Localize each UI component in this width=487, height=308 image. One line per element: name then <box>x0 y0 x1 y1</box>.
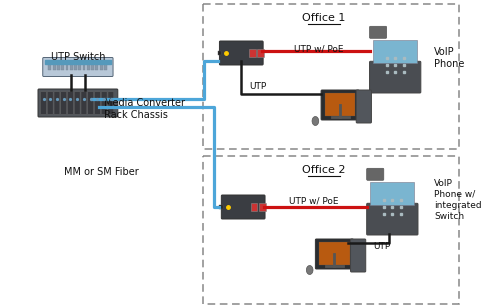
Ellipse shape <box>306 265 313 274</box>
Bar <box>53 64 56 70</box>
FancyBboxPatch shape <box>367 168 384 180</box>
Text: UTP Switch: UTP Switch <box>51 52 105 62</box>
FancyBboxPatch shape <box>81 92 87 114</box>
Bar <box>104 64 107 70</box>
FancyBboxPatch shape <box>316 239 354 269</box>
Bar <box>91 64 94 70</box>
FancyBboxPatch shape <box>367 203 418 235</box>
FancyBboxPatch shape <box>61 92 67 114</box>
FancyBboxPatch shape <box>47 92 53 114</box>
Text: UTP w/ PoE: UTP w/ PoE <box>295 44 344 53</box>
FancyBboxPatch shape <box>321 90 359 120</box>
Text: VoIP
Phone w/
integrated
Switch: VoIP Phone w/ integrated Switch <box>434 179 482 221</box>
Text: UTP: UTP <box>374 242 391 251</box>
Bar <box>83 64 86 70</box>
Bar <box>374 40 417 63</box>
Text: UTP: UTP <box>249 82 266 91</box>
Bar <box>95 64 98 70</box>
Bar <box>371 182 414 205</box>
Bar <box>45 59 111 63</box>
FancyBboxPatch shape <box>221 195 265 219</box>
Bar <box>61 64 64 70</box>
Bar <box>70 64 73 70</box>
FancyBboxPatch shape <box>356 90 372 123</box>
Bar <box>66 64 68 70</box>
Ellipse shape <box>312 116 318 125</box>
FancyBboxPatch shape <box>75 92 80 114</box>
Bar <box>220 205 223 209</box>
FancyBboxPatch shape <box>101 92 107 114</box>
FancyBboxPatch shape <box>68 92 74 114</box>
FancyBboxPatch shape <box>108 92 114 114</box>
Bar <box>78 64 81 70</box>
Text: Office 2: Office 2 <box>302 165 346 175</box>
Bar <box>74 64 77 70</box>
Text: MM or SM Fiber: MM or SM Fiber <box>64 167 139 177</box>
Text: UTP w/ PoE: UTP w/ PoE <box>289 197 338 206</box>
Bar <box>87 64 90 70</box>
Bar <box>251 203 258 211</box>
FancyBboxPatch shape <box>94 92 100 114</box>
Bar <box>319 242 350 265</box>
Bar <box>100 64 103 70</box>
Text: Media Converter
Rack Chassis: Media Converter Rack Chassis <box>105 98 186 120</box>
Bar <box>260 203 266 211</box>
Bar <box>258 49 264 57</box>
FancyBboxPatch shape <box>351 239 366 272</box>
FancyBboxPatch shape <box>43 58 113 76</box>
Bar <box>48 64 51 70</box>
Bar <box>325 93 356 116</box>
FancyBboxPatch shape <box>40 92 46 114</box>
Text: Office 1: Office 1 <box>302 13 346 23</box>
FancyBboxPatch shape <box>38 89 118 117</box>
Bar <box>57 64 60 70</box>
Bar <box>249 49 256 57</box>
FancyBboxPatch shape <box>88 92 94 114</box>
FancyBboxPatch shape <box>220 41 263 65</box>
FancyBboxPatch shape <box>370 26 387 38</box>
FancyBboxPatch shape <box>370 61 421 93</box>
FancyBboxPatch shape <box>54 92 60 114</box>
Text: VoIP
Phone: VoIP Phone <box>434 47 465 69</box>
Bar <box>218 51 221 55</box>
